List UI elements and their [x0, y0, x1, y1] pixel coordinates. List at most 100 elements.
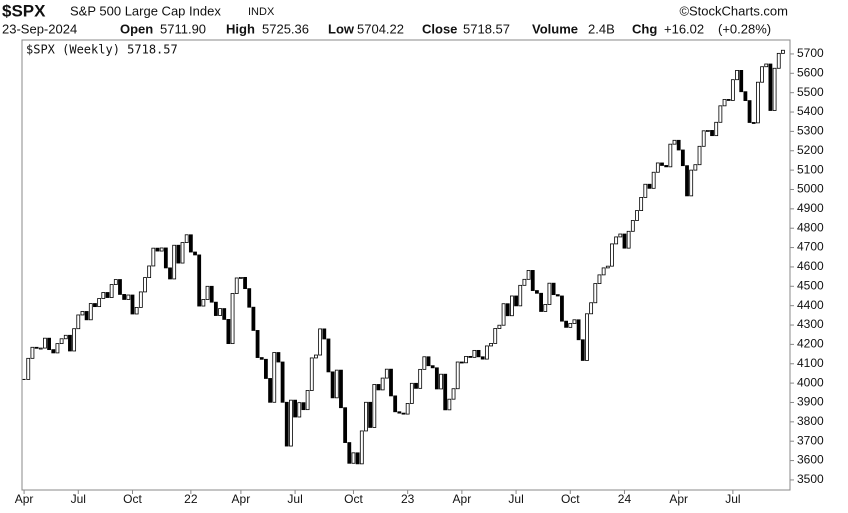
candle — [389, 368, 393, 397]
candle — [468, 355, 473, 358]
candle — [289, 399, 293, 447]
candle — [155, 247, 160, 252]
high: 5725.36 — [262, 21, 309, 36]
y-tick-label: 5500 — [797, 85, 824, 99]
candle — [188, 234, 193, 253]
y-tick-label: 5100 — [797, 162, 824, 176]
chg-label: Chg — [632, 21, 657, 36]
y-tick-label: 4000 — [797, 375, 824, 389]
candle — [668, 143, 673, 168]
candle — [547, 282, 552, 305]
candle — [322, 328, 327, 340]
candle — [55, 343, 60, 354]
high-label: High — [226, 21, 255, 36]
candle — [635, 210, 639, 221]
x-tick-label: Oct — [344, 492, 363, 506]
y-tick-label: 4700 — [797, 240, 824, 254]
candle — [439, 373, 443, 390]
date: 23-Sep-2024 — [2, 21, 77, 36]
candle — [772, 67, 777, 111]
candle — [101, 292, 106, 299]
candle — [630, 220, 635, 232]
candle — [272, 352, 277, 403]
candle — [764, 63, 769, 68]
candle — [247, 288, 252, 308]
chg-pct: (+0.28%) — [718, 21, 771, 36]
candle — [151, 247, 156, 267]
candle — [714, 121, 719, 137]
legend: $SPX (Weekly) 5718.57 — [26, 43, 178, 57]
open: 5711.90 — [160, 21, 206, 36]
candle — [601, 267, 606, 276]
candle — [543, 304, 548, 312]
candle — [134, 307, 139, 315]
candle — [426, 356, 431, 367]
candle — [760, 66, 764, 83]
candle — [526, 270, 531, 280]
candle — [672, 139, 677, 145]
y-tick-label: 4900 — [797, 201, 824, 215]
candle — [222, 308, 227, 320]
candle — [234, 277, 239, 294]
candle — [59, 338, 64, 345]
candle — [213, 301, 218, 316]
candle — [730, 79, 735, 101]
candle — [572, 319, 577, 324]
candle — [401, 412, 406, 415]
candle — [113, 279, 118, 285]
candle — [280, 361, 285, 403]
candle — [47, 337, 52, 351]
candle — [710, 130, 714, 137]
candle — [384, 368, 389, 379]
candle — [376, 384, 381, 391]
candle — [30, 346, 35, 359]
candle — [130, 294, 135, 315]
candle — [614, 236, 619, 245]
candle — [664, 165, 669, 168]
candle — [343, 407, 348, 443]
candle — [168, 267, 172, 280]
candle — [484, 345, 489, 360]
chg: +16.02 — [664, 21, 704, 36]
symbol: $SPX — [2, 1, 46, 20]
x-tick-label: Apr — [15, 492, 34, 506]
candle — [497, 324, 502, 329]
y-tick-label: 4500 — [797, 278, 824, 292]
candle — [138, 291, 143, 308]
candle — [430, 365, 435, 369]
candle — [585, 313, 589, 361]
candle — [264, 358, 268, 379]
candle — [414, 382, 418, 389]
y-tick-label: 4400 — [797, 298, 824, 312]
candle — [368, 401, 373, 428]
candle — [147, 265, 152, 278]
candle — [34, 346, 39, 349]
volume: 2.4B — [588, 21, 615, 36]
candle — [689, 169, 694, 197]
candle — [518, 284, 523, 307]
x-tick-label: Jul — [71, 492, 86, 506]
candle — [451, 388, 456, 400]
candle — [63, 334, 68, 340]
candle — [747, 100, 752, 123]
candle — [476, 349, 481, 358]
candle — [309, 357, 314, 391]
candle — [560, 295, 564, 322]
candle — [639, 197, 644, 211]
candle — [530, 270, 535, 291]
candle — [88, 303, 93, 321]
candle — [143, 277, 147, 293]
candle — [610, 243, 614, 267]
candle — [589, 302, 594, 315]
candle — [447, 398, 452, 411]
candle — [93, 303, 97, 308]
candle — [701, 130, 706, 147]
candle — [72, 328, 77, 352]
candle — [505, 303, 510, 317]
candle — [597, 274, 602, 284]
candle — [568, 323, 573, 328]
candle — [339, 369, 343, 409]
candle — [355, 452, 360, 465]
candle — [268, 378, 272, 403]
candle — [776, 52, 781, 69]
